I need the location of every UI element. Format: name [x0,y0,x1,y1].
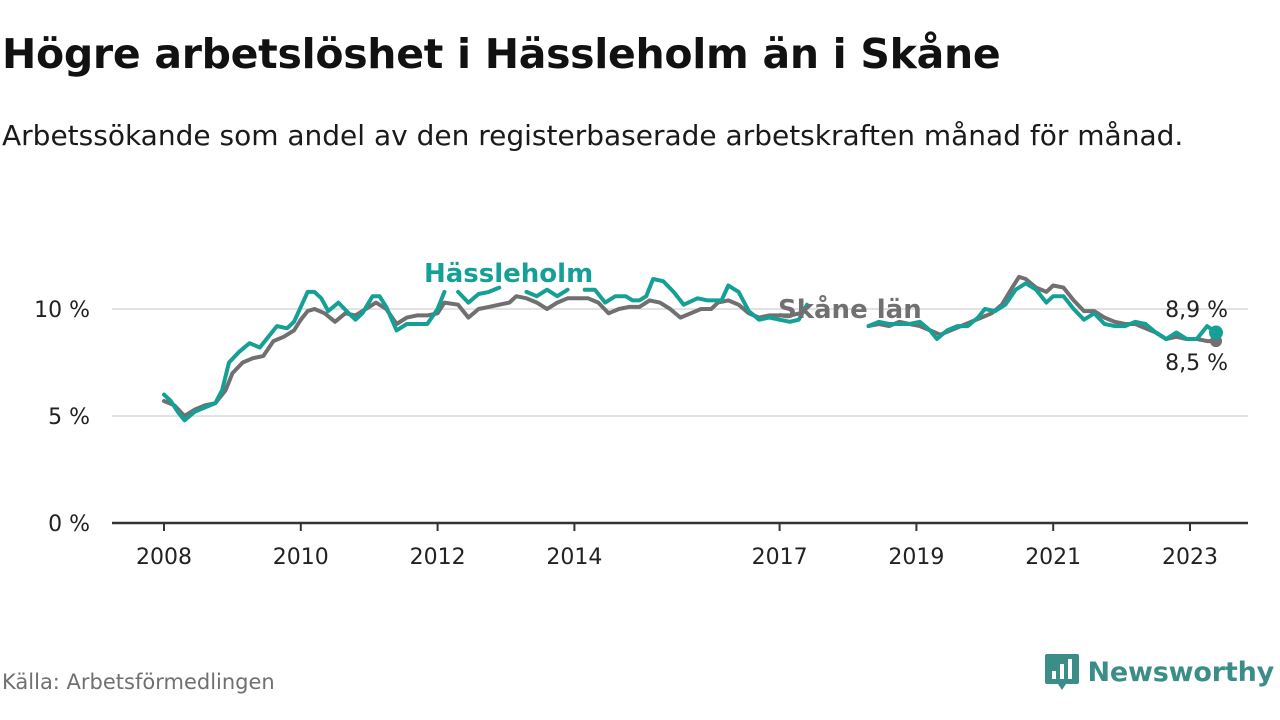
x-tick-label: 2008 [136,545,192,570]
y-tick-label: 10 % [34,298,90,323]
series-line-hassleholm [866,281,1218,341]
series-line-hassleholm [162,289,447,423]
x-tick-label: 2023 [1162,545,1218,570]
end-value-label-hassleholm: 8,9 % [1165,298,1228,323]
newsworthy-logo-icon [1044,654,1079,690]
chart-subtitle: Arbetssökande som andel av den registerb… [2,119,1184,152]
x-tick-label: 2014 [546,545,602,570]
y-tick-label: 0 % [48,512,90,537]
series-label-hassleholm: Hässleholm [424,259,593,289]
y-tick-label: 5 % [48,405,90,430]
series-line-hassleholm [456,285,502,305]
x-tick-label: 2012 [410,545,466,570]
x-tick-label: 2010 [273,545,329,570]
x-tick-label: 2021 [1025,545,1081,570]
series-line-hassleholm [582,277,809,324]
end-value-label-skane: 8,5 % [1165,351,1228,376]
brand-logo: Newsworthy [1044,652,1274,692]
chart-title: Högre arbetslöshet i Hässleholm än i Skå… [2,30,1001,78]
series-line-hassleholm [524,287,570,299]
x-tick-label: 2017 [752,545,808,570]
brand-name: Newsworthy [1087,656,1275,688]
source-note: Källa: Arbetsförmedlingen [2,670,275,694]
series-label-skane: Skåne län [778,293,922,325]
end-marker-hassleholm [1208,325,1223,340]
x-tick-label: 2019 [888,545,944,570]
series-line-skane [162,294,803,418]
